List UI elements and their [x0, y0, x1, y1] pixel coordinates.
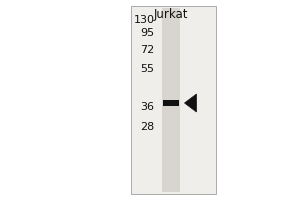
Text: 72: 72 — [140, 45, 154, 55]
Bar — [130, 6, 216, 194]
Text: 55: 55 — [140, 64, 154, 74]
Text: Jurkat: Jurkat — [154, 8, 188, 21]
Bar — [162, 8, 180, 192]
Text: 28: 28 — [140, 122, 154, 132]
Text: 36: 36 — [140, 102, 154, 112]
Polygon shape — [184, 94, 196, 112]
Text: 95: 95 — [140, 28, 154, 38]
Text: 130: 130 — [134, 15, 154, 25]
Bar — [163, 100, 179, 106]
